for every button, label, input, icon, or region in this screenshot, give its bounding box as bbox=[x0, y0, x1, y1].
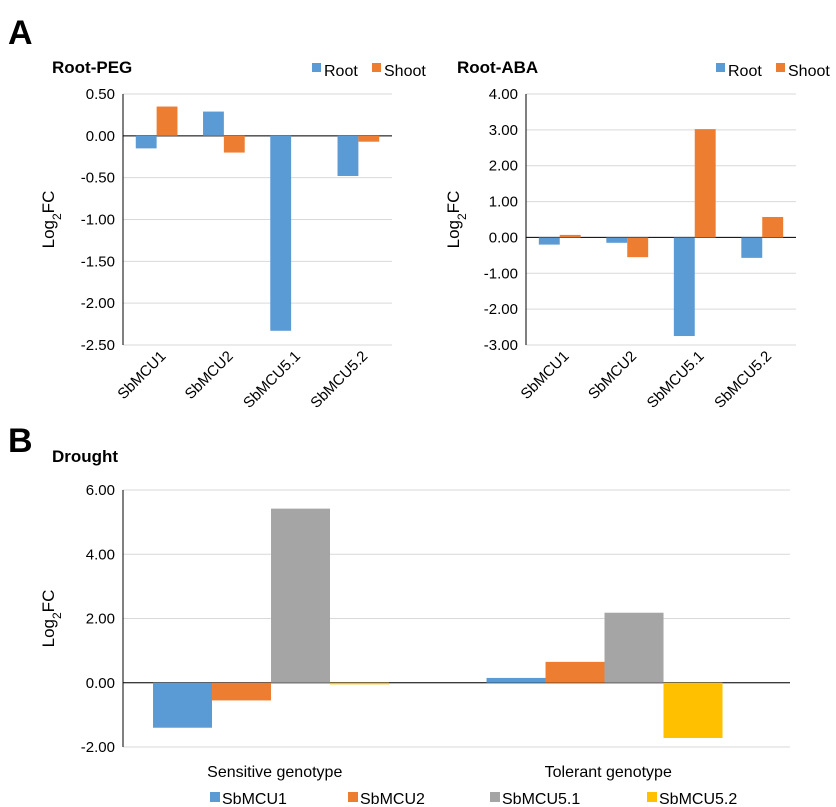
bar-sbmcu1-tolerant bbox=[486, 677, 546, 683]
y-tick-label: 0.50 bbox=[86, 86, 115, 103]
bar-root-sbmcu1 bbox=[135, 135, 157, 149]
panel-label-b: B bbox=[8, 422, 33, 460]
bar-shoot-sbmcu52 bbox=[762, 216, 784, 238]
x-tick-label: Tolerant genotype bbox=[545, 764, 672, 781]
x-tick-label: SbMCU5.2 bbox=[711, 348, 775, 412]
chart-title: Root-ABA bbox=[457, 58, 538, 77]
legend-swatch-root bbox=[312, 63, 321, 72]
x-tick-label: SbMCU5.1 bbox=[644, 348, 708, 412]
bar-root-sbmcu51 bbox=[270, 135, 292, 331]
y-tick-label: 1.00 bbox=[489, 194, 518, 211]
y-tick-label: -2.00 bbox=[81, 739, 115, 756]
bar-sbmcu2-tolerant bbox=[545, 661, 605, 683]
chart-root-aba: 4.003.002.001.000.00-1.00-2.00-3.00SbMCU… bbox=[444, 58, 830, 412]
y-axis-label-tail: FC bbox=[444, 191, 463, 214]
legend-label-root: Root bbox=[324, 63, 358, 80]
y-tick-label: -3.00 bbox=[484, 337, 518, 354]
bar-sbmcu52-sensitive bbox=[330, 682, 390, 685]
y-tick-label: 3.00 bbox=[489, 122, 518, 139]
y-tick-label: -1.50 bbox=[81, 253, 115, 270]
bar-shoot-sbmcu1 bbox=[559, 234, 581, 238]
y-tick-label: 6.00 bbox=[86, 482, 115, 499]
y-tick-label: 4.00 bbox=[86, 546, 115, 563]
y-tick-label: -2.50 bbox=[81, 337, 115, 354]
chart-title: Drought bbox=[52, 447, 118, 466]
legend-label-root: Root bbox=[728, 63, 762, 80]
bar-shoot-sbmcu2 bbox=[627, 237, 649, 258]
legend-swatch-shoot bbox=[776, 63, 785, 72]
legend-swatch-root bbox=[716, 63, 725, 72]
y-tick-label: -1.00 bbox=[484, 265, 518, 282]
y-tick-label: 4.00 bbox=[489, 86, 518, 103]
bar-sbmcu2-sensitive bbox=[212, 682, 272, 701]
legend-label-sbmcu2: SbMCU2 bbox=[360, 791, 425, 807]
y-tick-label: -0.50 bbox=[81, 170, 115, 187]
y-tick-label: 0.00 bbox=[86, 675, 115, 692]
y-axis-label: Log2FC bbox=[39, 590, 64, 648]
bar-sbmcu51-sensitive bbox=[271, 508, 331, 683]
bar-root-sbmcu52 bbox=[337, 135, 359, 176]
y-axis-label: Log2FC bbox=[444, 191, 469, 249]
legend-label-sbmcu1: SbMCU1 bbox=[222, 791, 287, 807]
x-tick-label: SbMCU5.2 bbox=[307, 348, 371, 412]
y-tick-label: -2.00 bbox=[81, 295, 115, 312]
y-tick-label: 2.00 bbox=[86, 611, 115, 628]
y-axis-label-main: Log bbox=[39, 220, 58, 248]
x-tick-label: SbMCU2 bbox=[182, 348, 237, 403]
legend-label-sbmcu52: SbMCU5.2 bbox=[659, 791, 737, 807]
legend-swatch-shoot bbox=[372, 63, 381, 72]
legend-label-sbmcu51: SbMCU5.1 bbox=[502, 791, 580, 807]
y-axis-label-sub: 2 bbox=[50, 213, 64, 220]
legend-swatch-sbmcu1 bbox=[210, 792, 220, 802]
legend-label-shoot: Shoot bbox=[384, 63, 426, 80]
panel-label-a: A bbox=[8, 14, 33, 52]
x-tick-label: Sensitive genotype bbox=[207, 764, 342, 781]
y-axis-label-main: Log bbox=[39, 619, 58, 647]
chart-drought: 6.00 4.00 2.00 0.00 -2.00 Sensitive genotype T… bbox=[39, 447, 790, 807]
bar-sbmcu51-tolerant bbox=[604, 612, 664, 683]
y-tick-label: -2.00 bbox=[484, 301, 518, 318]
y-tick-label: 2.00 bbox=[489, 158, 518, 175]
y-axis-label: Log2FC bbox=[39, 191, 64, 249]
bar-root-sbmcu2 bbox=[203, 111, 224, 136]
bar-shoot-sbmcu1 bbox=[156, 106, 178, 136]
bar-sbmcu1-sensitive bbox=[153, 682, 213, 728]
bar-sbmcu52-tolerant bbox=[663, 682, 723, 739]
bar-shoot-sbmcu51 bbox=[694, 129, 716, 238]
y-axis-label-tail: FC bbox=[39, 191, 58, 214]
y-tick-label: -1.00 bbox=[81, 212, 115, 229]
x-tick-label: SbMCU5.1 bbox=[240, 348, 304, 412]
x-tick-label: SbMCU2 bbox=[585, 348, 640, 403]
x-tick-label: SbMCU1 bbox=[114, 348, 169, 403]
bar-root-sbmcu1 bbox=[538, 237, 560, 245]
chart-title: Root-PEG bbox=[52, 58, 132, 77]
bar-root-sbmcu2 bbox=[606, 237, 628, 243]
legend-swatch-sbmcu52 bbox=[647, 792, 657, 802]
y-axis-label-sub: 2 bbox=[50, 612, 64, 619]
bar-shoot-sbmcu52 bbox=[358, 135, 380, 142]
y-tick-label: 0.00 bbox=[489, 229, 518, 246]
bar-shoot-sbmcu2 bbox=[223, 135, 245, 153]
x-tick-label: SbMCU1 bbox=[518, 348, 573, 403]
bar-root-sbmcu51 bbox=[673, 237, 695, 337]
legend-swatch-sbmcu2 bbox=[348, 792, 358, 802]
y-axis-label-sub: 2 bbox=[455, 213, 469, 220]
y-axis-label-tail: FC bbox=[39, 590, 58, 613]
y-tick-label: 0.00 bbox=[86, 128, 115, 145]
bar-root-sbmcu52 bbox=[741, 237, 763, 258]
y-axis-label-main: Log bbox=[444, 220, 463, 248]
legend-label-shoot: Shoot bbox=[788, 63, 830, 80]
legend-swatch-sbmcu51 bbox=[490, 792, 500, 802]
